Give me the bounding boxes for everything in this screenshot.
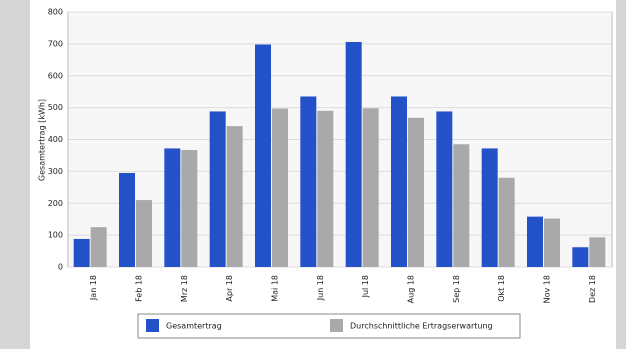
x-tick-label: Mai 18 bbox=[271, 275, 280, 302]
y-tick-label: 100 bbox=[48, 231, 63, 240]
bar bbox=[408, 117, 424, 267]
bar bbox=[498, 177, 515, 267]
x-tick-label: Jul 18 bbox=[361, 275, 370, 298]
bar bbox=[209, 111, 226, 267]
y-axis-label: Gesamtertrag [kWh] bbox=[38, 99, 47, 181]
bar bbox=[119, 172, 135, 267]
y-tick-label: 300 bbox=[48, 167, 63, 176]
x-tick-label: Aug 18 bbox=[407, 275, 416, 303]
bar bbox=[73, 238, 90, 267]
bar bbox=[544, 218, 560, 267]
x-tick-label: Jun 18 bbox=[316, 275, 325, 301]
legend-label: Durchschnittliche Ertragserwartung bbox=[350, 322, 493, 331]
legend-swatch bbox=[146, 319, 159, 332]
bar bbox=[345, 41, 362, 268]
y-tick-label: 500 bbox=[48, 103, 63, 112]
legend-swatch bbox=[330, 319, 343, 332]
x-tick-label: Sep 18 bbox=[452, 275, 461, 303]
bar bbox=[362, 108, 379, 267]
bar bbox=[255, 44, 271, 268]
bar bbox=[589, 237, 606, 267]
bar bbox=[136, 200, 152, 267]
y-tick-label: 800 bbox=[48, 8, 63, 17]
y-tick-label: 400 bbox=[48, 135, 63, 144]
y-tick-label: 200 bbox=[48, 199, 63, 208]
legend bbox=[137, 313, 521, 339]
y-tick-label: 700 bbox=[48, 39, 63, 48]
bar bbox=[226, 126, 243, 267]
x-tick-label: Dez 18 bbox=[588, 275, 597, 303]
x-tick-label: Okt 18 bbox=[497, 275, 506, 302]
bar bbox=[481, 148, 498, 267]
y-tick-label: 0 bbox=[58, 263, 63, 272]
x-tick-label: Feb 18 bbox=[135, 275, 144, 302]
bar bbox=[436, 111, 453, 267]
bar bbox=[164, 148, 181, 267]
x-tick-label: Apr 18 bbox=[225, 275, 234, 302]
y-tick-label: 600 bbox=[48, 71, 63, 80]
bar bbox=[181, 150, 198, 267]
bar bbox=[391, 96, 407, 267]
x-tick-label: Mrz 18 bbox=[180, 275, 189, 302]
bar bbox=[572, 247, 589, 267]
bar bbox=[272, 108, 288, 267]
bar bbox=[453, 144, 470, 267]
bar bbox=[317, 110, 334, 267]
x-tick-label: Jan 18 bbox=[89, 275, 98, 301]
x-tick-label: Nov 18 bbox=[543, 275, 552, 303]
bar bbox=[90, 227, 107, 267]
bar bbox=[300, 96, 317, 267]
legend-label: Gesamtertrag bbox=[166, 322, 222, 331]
bar bbox=[527, 216, 543, 267]
